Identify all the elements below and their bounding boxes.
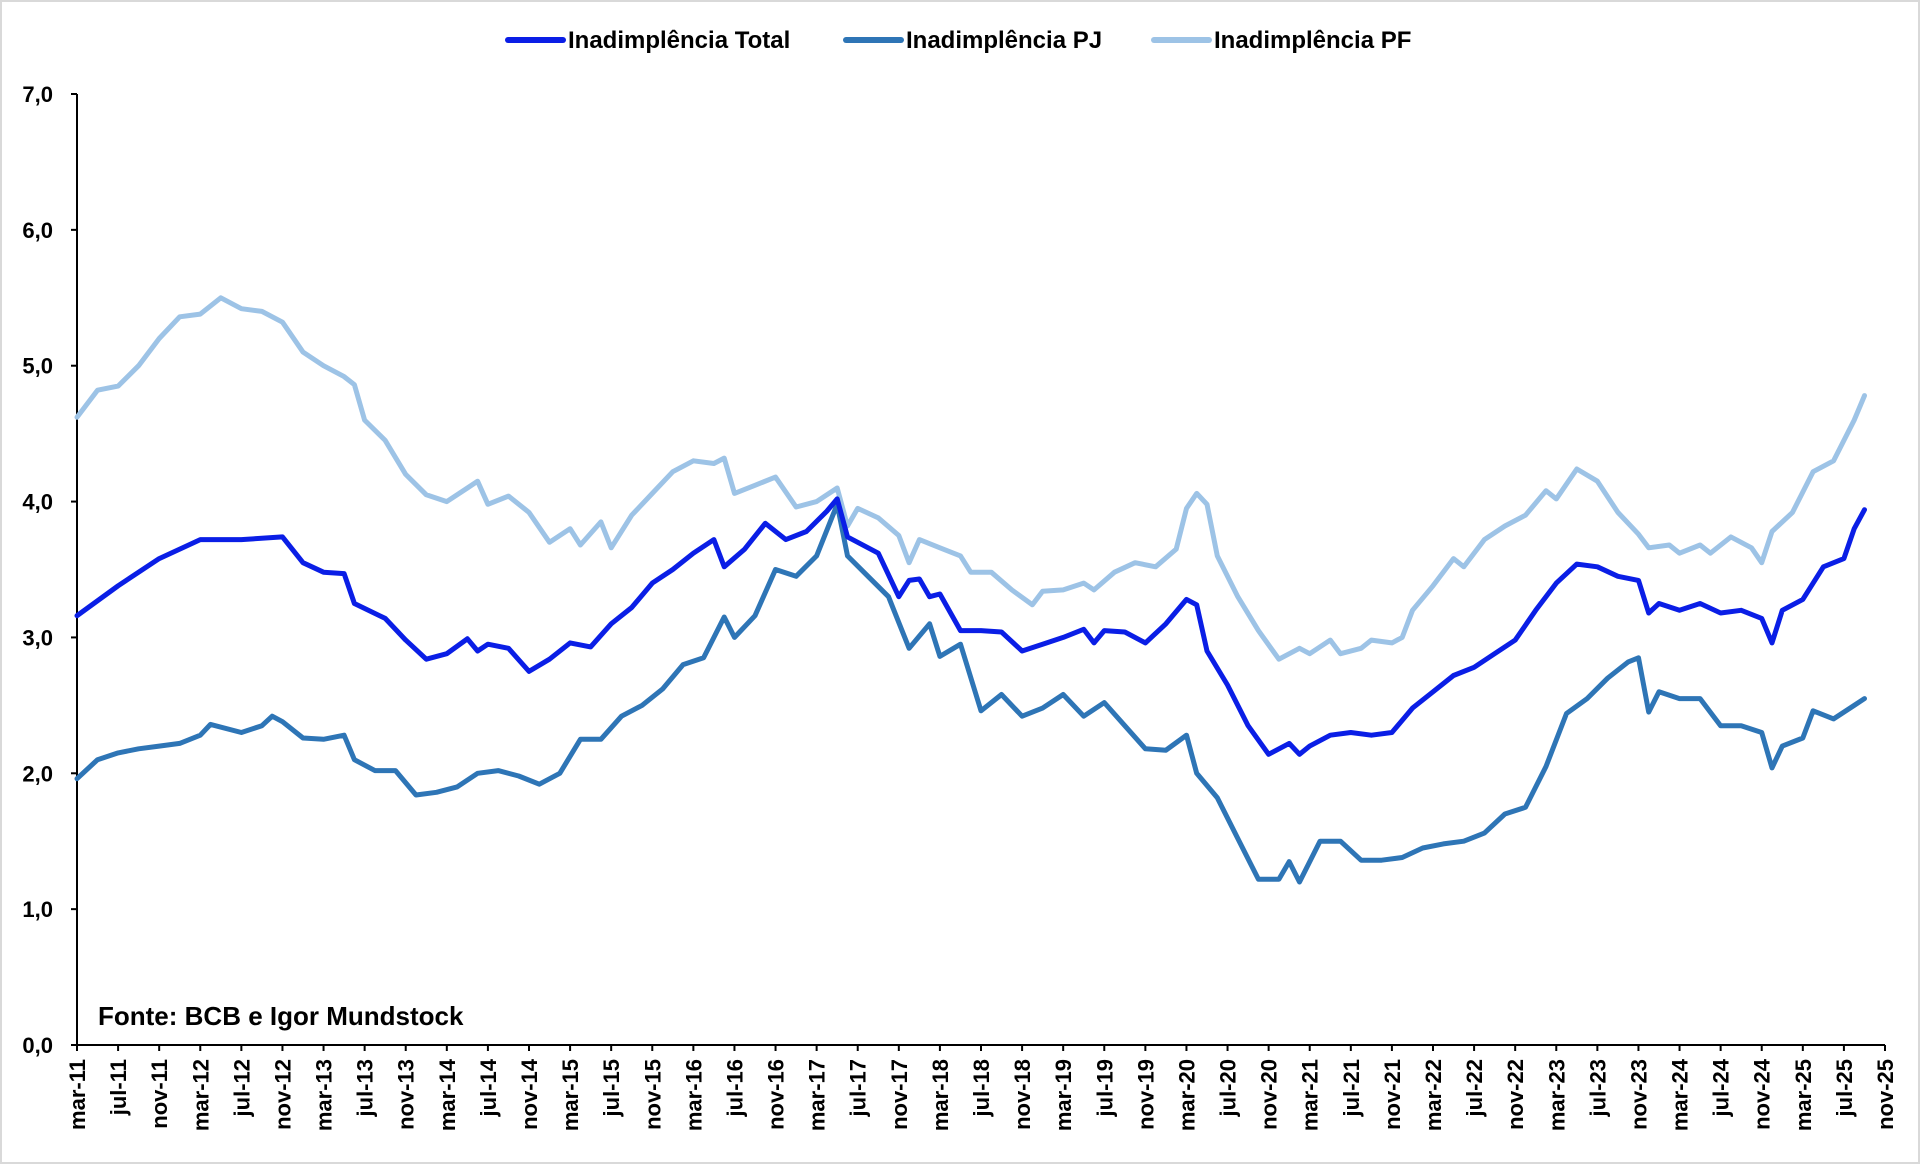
y-tick-label: 7,0 (22, 82, 53, 107)
x-tick-label: mar-16 (681, 1059, 706, 1131)
series-layer (74, 295, 1867, 885)
x-tick-label: mar-18 (928, 1059, 953, 1131)
x-tick-label: jul-19 (1092, 1059, 1117, 1117)
x-tick-label: mar-22 (1421, 1059, 1446, 1131)
legend-label-1: Inadimplência PJ (906, 27, 1102, 54)
x-tick-label: mar-25 (1791, 1059, 1816, 1131)
x-tick-label: jul-14 (476, 1058, 501, 1117)
x-tick-label: mar-21 (1298, 1059, 1323, 1131)
source-note: Fonte: BCB e Igor Mundstock (98, 1001, 464, 1031)
x-tick-label: jul-11 (106, 1059, 131, 1116)
x-tick-label: mar-23 (1544, 1059, 1569, 1131)
y-tick-label: 5,0 (22, 354, 53, 379)
x-tick-label: jul-21 (1339, 1059, 1364, 1117)
legend-label-2: Inadimplência PF (1214, 27, 1411, 54)
x-tick-label: jul-20 (1216, 1059, 1241, 1117)
x-tick-label: mar-15 (558, 1059, 583, 1131)
axes: 0,0 1,0 2,0 3,0 4,0 5,0 6,0 7,0 mar-11 jul-11 nov-… (22, 82, 1898, 1131)
x-tick-label: nov-17 (887, 1059, 912, 1130)
x-tick-label: mar-17 (805, 1059, 830, 1131)
x-tick-label: mar-20 (1174, 1059, 1199, 1131)
x-tick-label: jul-18 (969, 1059, 994, 1117)
x-tick-label: mar-13 (312, 1059, 337, 1131)
y-tick-label: 4,0 (22, 490, 53, 515)
x-tick-label: nov-14 (517, 1058, 542, 1130)
x-tick-label: nov-25 (1873, 1059, 1898, 1130)
x-tick-label: jul-25 (1832, 1059, 1857, 1117)
y-tick-label: 3,0 (22, 625, 53, 650)
x-tick-label: mar-14 (435, 1058, 460, 1131)
y-tick-label: 1,0 (22, 897, 53, 922)
x-tick-label: mar-11 (65, 1059, 90, 1130)
x-tick-label: mar-24 (1668, 1058, 1693, 1131)
x-tick-label: nov-24 (1750, 1058, 1775, 1130)
x-tick-label: jul-16 (722, 1059, 747, 1117)
x-tick-label: nov-15 (640, 1059, 665, 1130)
x-tick-label: jul-22 (1462, 1059, 1487, 1117)
x-tick-label: nov-19 (1133, 1059, 1158, 1130)
x-tick-label: mar-19 (1051, 1059, 1076, 1131)
x-tick-label: jul-17 (846, 1059, 871, 1117)
x-tick-label: nov-22 (1503, 1059, 1528, 1130)
legend-label-0: Inadimplência Total (568, 27, 790, 54)
x-tick-label: nov-23 (1626, 1059, 1651, 1130)
series-line-1 (74, 501, 1867, 885)
x-tick-label: nov-20 (1257, 1059, 1282, 1130)
x-tick-label: mar-12 (188, 1059, 213, 1131)
x-tick-label: jul-15 (599, 1059, 624, 1117)
y-tick-label: 2,0 (22, 761, 53, 786)
x-tick-label: nov-21 (1380, 1059, 1405, 1130)
x-tick-label: jul-13 (353, 1059, 378, 1117)
series-line-2 (74, 295, 1867, 662)
x-tick-label: jul-23 (1585, 1059, 1610, 1117)
series-line-0 (74, 496, 1867, 757)
x-tick-label: nov-13 (394, 1059, 419, 1130)
x-tick-label: nov-11 (147, 1059, 172, 1129)
legend: Inadimplência Total Inadimplência PJ Inadi… (505, 27, 1411, 54)
x-tick-label: jul-24 (1709, 1058, 1734, 1117)
x-tick-label: nov-18 (1010, 1059, 1035, 1130)
x-tick-label: jul-12 (229, 1059, 254, 1117)
y-tick-label: 6,0 (22, 218, 53, 243)
x-tick-label: nov-12 (270, 1059, 295, 1130)
x-tick-label: nov-16 (764, 1059, 789, 1130)
y-tick-label: 0,0 (22, 1033, 53, 1058)
